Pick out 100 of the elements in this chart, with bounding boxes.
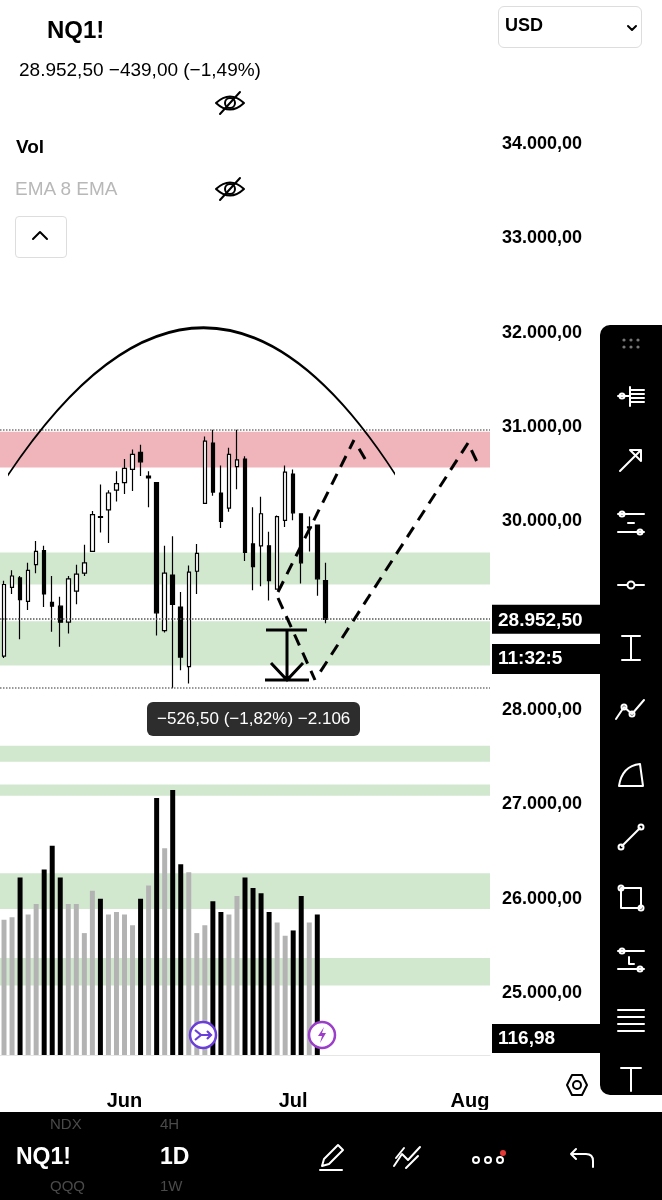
y-tick-label: 26.000,00 — [502, 887, 583, 908]
candlestick — [194, 543, 200, 595]
candlestick — [266, 531, 272, 602]
candlestick — [290, 468, 296, 521]
candlestick — [202, 435, 208, 504]
candlestick — [145, 470, 152, 508]
candlestick — [105, 489, 112, 544]
bar — [282, 935, 288, 1055]
candlestick — [1, 580, 7, 659]
bar — [146, 885, 152, 1055]
y-tick-label: 30.000,00 — [502, 510, 583, 531]
candlestick — [89, 510, 96, 553]
y-tick-label: 32.000,00 — [502, 321, 583, 342]
y-tick-label: 28.000,00 — [502, 699, 583, 719]
chart-subtitle: 28.952,50 −439,00 (−1,49%) — [19, 59, 261, 80]
bar — [186, 872, 192, 1055]
candlestick — [258, 496, 264, 587]
candlestick — [153, 482, 160, 637]
bar — [138, 898, 144, 1055]
bar — [258, 893, 264, 1055]
candlestick — [186, 565, 192, 685]
bar — [41, 869, 47, 1055]
text: QQQ — [50, 1177, 86, 1194]
candlestick — [242, 455, 248, 562]
candlestick — [169, 535, 176, 689]
candlestick — [97, 483, 104, 534]
bar — [9, 917, 15, 1055]
candlestick — [25, 562, 31, 611]
bar — [89, 890, 95, 1055]
bar — [170, 790, 176, 1055]
bar — [81, 933, 87, 1055]
candlestick — [129, 448, 136, 492]
text: 11:32:5 — [492, 644, 600, 674]
candlestick — [210, 429, 216, 497]
candlestick — [218, 465, 224, 529]
bar — [25, 914, 31, 1055]
candlestick — [9, 569, 15, 595]
text: 116,98 — [492, 1024, 600, 1053]
candlestick — [234, 429, 240, 490]
bar — [97, 898, 103, 1055]
text: 1W — [160, 1177, 183, 1194]
candlestick — [282, 465, 288, 528]
ref-line-label: 28.952,50 — [498, 608, 583, 630]
bar — [73, 903, 79, 1055]
candlestick — [65, 575, 72, 635]
text: 1D — [160, 1143, 190, 1170]
bar — [1, 919, 7, 1055]
text: 4H — [160, 1115, 180, 1132]
bar — [122, 914, 127, 1055]
bar — [17, 877, 23, 1055]
bar — [250, 888, 256, 1055]
x-tick-label: Jul — [278, 1089, 308, 1111]
candlestick — [49, 575, 55, 633]
bar — [298, 896, 304, 1055]
bar — [162, 848, 168, 1055]
candlestick — [314, 524, 321, 597]
annotation: −526,50 (−1,82%) −2.106 — [147, 702, 361, 736]
bar — [306, 922, 312, 1055]
candlestick — [33, 540, 39, 574]
y-tick-label: 27.000,00 — [502, 793, 583, 814]
bar — [49, 845, 55, 1055]
candlestick — [274, 515, 280, 590]
bar — [105, 914, 111, 1055]
text: NDX — [50, 1115, 82, 1132]
candlestick — [121, 458, 128, 495]
bar — [218, 911, 224, 1055]
bar — [57, 877, 63, 1055]
bar — [234, 896, 240, 1055]
y-tick-label: 25.000,00 — [502, 982, 583, 1002]
bar — [290, 930, 296, 1055]
y-tick-label: 34.000,00 — [502, 133, 583, 153]
chart-title: NQ1! — [47, 15, 105, 43]
candlestick — [161, 545, 168, 634]
candlestick — [41, 545, 47, 608]
candlestick — [17, 575, 23, 640]
candlestick — [137, 444, 144, 477]
bar — [178, 864, 184, 1055]
text: USD — [505, 15, 544, 36]
x-tick-label: Jun — [106, 1089, 143, 1111]
annotation: Vol — [16, 136, 45, 158]
bar — [154, 797, 160, 1055]
candlestick — [250, 506, 256, 591]
bar — [130, 925, 136, 1055]
candlestick — [73, 564, 80, 605]
bar — [33, 903, 39, 1055]
bar — [113, 911, 119, 1055]
y-tick-label: 33.000,00 — [502, 227, 583, 248]
candlestick — [322, 562, 329, 624]
candlestick — [81, 544, 88, 577]
candlestick — [226, 447, 232, 513]
candlestick — [298, 513, 304, 585]
candlestick — [177, 591, 184, 671]
candlestick — [113, 470, 120, 503]
bar — [266, 911, 272, 1055]
y-tick-label: 31.000,00 — [502, 416, 583, 436]
bar — [65, 903, 71, 1055]
bar — [226, 914, 232, 1055]
annotation: EMA 8 EMA — [15, 178, 118, 200]
text: NQ1! — [16, 1143, 71, 1170]
candlestick — [57, 596, 64, 648]
